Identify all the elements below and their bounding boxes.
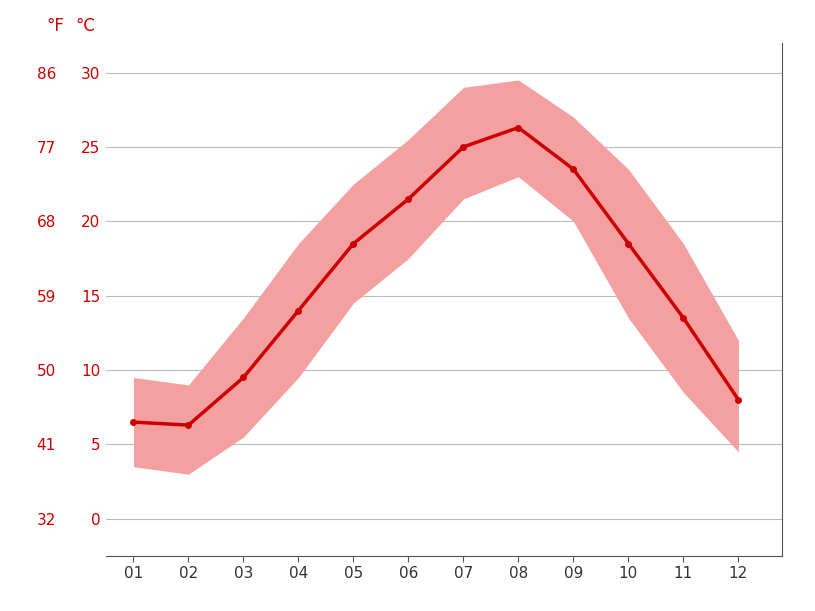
- Text: °F: °F: [46, 17, 64, 35]
- Text: °C: °C: [76, 17, 95, 35]
